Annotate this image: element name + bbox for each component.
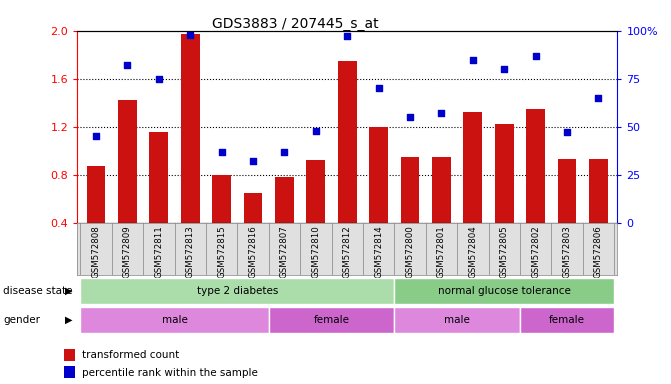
Point [248,158,258,164]
Point [311,127,321,134]
Text: GSM572805: GSM572805 [500,225,509,278]
Text: male: male [162,314,187,325]
Point [530,53,541,59]
Text: GSM572800: GSM572800 [405,225,415,278]
Point [91,133,101,139]
Text: ▶: ▶ [65,315,72,325]
Text: GSM572809: GSM572809 [123,225,132,278]
Text: GSM572812: GSM572812 [343,225,352,278]
Text: gender: gender [3,315,40,325]
Point [373,85,384,91]
Point [436,110,447,116]
Bar [87,166,105,271]
Text: percentile rank within the sample: percentile rank within the sample [82,367,258,377]
Bar [275,177,294,271]
Point [342,33,353,40]
Bar [369,127,388,271]
Text: GSM572807: GSM572807 [280,225,289,278]
Bar [212,175,231,271]
Bar [307,161,325,271]
Text: GDS3883 / 207445_s_at: GDS3883 / 207445_s_at [212,17,378,31]
Text: GSM572803: GSM572803 [562,225,572,278]
Bar [268,307,395,333]
Point [279,149,290,155]
Bar [495,124,514,271]
Text: GSM572813: GSM572813 [186,225,195,278]
Point [405,114,415,120]
Bar [64,349,74,361]
Text: male: male [444,314,470,325]
Text: GSM572804: GSM572804 [468,225,477,278]
Text: GSM572811: GSM572811 [154,225,163,278]
Text: GSM572802: GSM572802 [531,225,540,278]
Text: type 2 diabetes: type 2 diabetes [197,286,278,296]
Bar [338,61,357,271]
Bar [589,159,608,271]
Bar [395,278,614,304]
Bar [81,278,395,304]
Text: GSM572814: GSM572814 [374,225,383,278]
Point [593,95,604,101]
Bar [432,157,451,271]
Bar [244,193,262,271]
Text: GSM572810: GSM572810 [311,225,320,278]
Text: ▶: ▶ [65,286,72,296]
Bar [526,109,545,271]
Bar [395,307,520,333]
Point [154,76,164,82]
Bar [150,132,168,271]
Point [562,129,572,136]
Text: GSM572808: GSM572808 [91,225,101,278]
Point [216,149,227,155]
Point [185,31,195,38]
Bar [464,113,482,271]
Bar [118,100,137,271]
Point [499,66,510,72]
Text: disease state: disease state [3,286,73,296]
Text: GSM572815: GSM572815 [217,225,226,278]
Bar [64,366,74,379]
Text: normal glucose tolerance: normal glucose tolerance [437,286,571,296]
Point [122,62,133,68]
Text: GSM572806: GSM572806 [594,225,603,278]
Text: female: female [313,314,350,325]
Text: female: female [549,314,585,325]
Bar [180,34,200,271]
Text: GSM572816: GSM572816 [248,225,258,278]
Bar [401,157,419,271]
Point [468,56,478,63]
Bar [520,307,614,333]
Text: transformed count: transformed count [82,350,179,360]
Bar [81,307,268,333]
Text: GSM572801: GSM572801 [437,225,446,278]
Bar [558,159,576,271]
